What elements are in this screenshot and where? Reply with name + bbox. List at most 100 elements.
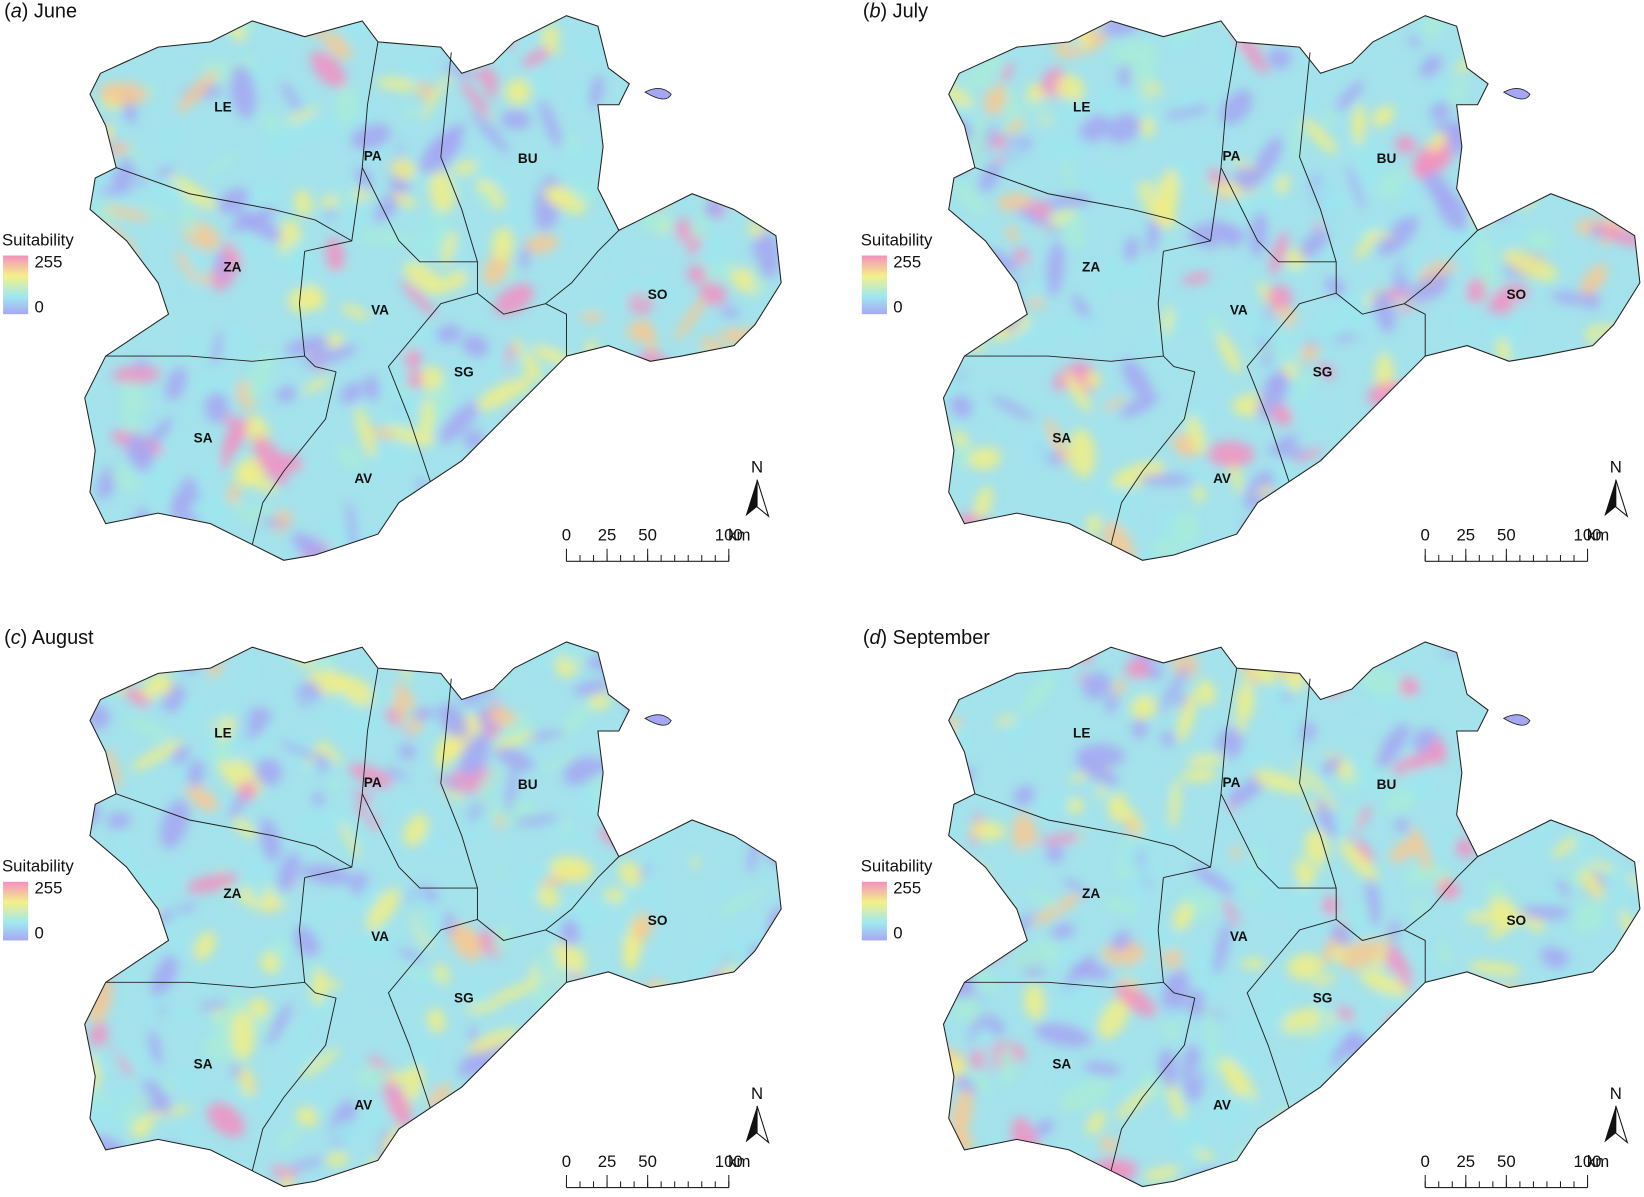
raster-patch <box>274 938 290 960</box>
raster-patch <box>125 716 173 742</box>
raster-patch <box>340 304 370 320</box>
raster-patch <box>302 641 331 654</box>
raster-patch <box>1373 933 1391 975</box>
legend-ramp <box>861 881 887 941</box>
north-arrow-half <box>756 479 770 518</box>
raster-patch <box>1615 1057 1629 1081</box>
raster-patch <box>1381 939 1413 990</box>
raster-patch <box>472 645 498 662</box>
province-border <box>361 793 478 889</box>
raster-patch <box>582 402 611 431</box>
raster-patch <box>1628 641 1640 651</box>
legend-title: Suitability <box>2 230 74 249</box>
island <box>644 88 672 100</box>
raster-patch <box>390 158 416 181</box>
raster-patch <box>279 740 324 762</box>
raster-patch <box>1429 1101 1471 1138</box>
raster-patch <box>541 25 560 44</box>
raster-patch <box>1529 1160 1550 1187</box>
raster-patch <box>585 1043 620 1074</box>
raster-patch <box>1526 501 1543 515</box>
raster-patch <box>247 349 274 402</box>
raster-patch <box>680 15 704 31</box>
raster-patch <box>1318 363 1335 380</box>
raster-patch <box>1206 441 1255 467</box>
raster-patch <box>1051 533 1069 553</box>
legend-min: 0 <box>34 924 43 943</box>
raster-patch <box>1462 145 1501 188</box>
raster-patch <box>392 527 407 561</box>
scale-label: 100 <box>1574 526 1602 545</box>
region-label: ZA <box>223 886 241 901</box>
raster-patch <box>404 53 429 81</box>
raster-patch <box>84 39 105 65</box>
raster-patch <box>633 15 658 44</box>
raster-patch <box>1227 785 1255 806</box>
raster-patch <box>752 202 770 222</box>
raster-patch <box>1176 691 1197 743</box>
raster-patch <box>736 163 765 198</box>
raster-patch <box>537 887 560 908</box>
raster-patch <box>1468 961 1522 976</box>
raster-patch <box>783 782 811 814</box>
raster-patch <box>778 472 811 524</box>
raster-patch <box>393 797 420 812</box>
raster-patch <box>1033 1119 1055 1137</box>
raster-patch <box>1573 900 1605 934</box>
raster-patch <box>165 367 187 401</box>
raster-patch <box>1491 673 1531 713</box>
raster-patch <box>1121 359 1152 399</box>
raster-patch <box>526 1118 546 1146</box>
raster-patch <box>148 1030 162 1066</box>
raster-patch <box>512 1161 539 1182</box>
raster-patch <box>715 888 765 917</box>
raster-patch <box>110 464 140 493</box>
raster-patch <box>608 468 625 502</box>
raster-patch <box>220 423 239 470</box>
raster-patch <box>1470 683 1494 696</box>
raster-patch <box>953 996 983 1024</box>
north-arrow-half <box>756 1105 770 1145</box>
raster-patch <box>991 396 1034 420</box>
raster-patch <box>1068 428 1096 478</box>
raster-patch <box>1120 393 1159 418</box>
raster-patch <box>749 726 779 779</box>
raster-patch <box>689 422 727 446</box>
title-part: b <box>869 1 880 23</box>
province-border <box>545 929 567 983</box>
raster-patch <box>555 412 577 433</box>
raster-patch <box>303 345 358 367</box>
raster-patch <box>354 1065 390 1087</box>
raster-patch <box>728 791 745 807</box>
raster-patch <box>1303 641 1328 655</box>
raster-patch <box>588 476 600 489</box>
raster-patch <box>311 967 327 1005</box>
raster-patch <box>227 711 249 764</box>
raster-patch <box>1243 744 1255 770</box>
raster-patch <box>1101 896 1139 915</box>
raster-patch <box>1623 313 1640 339</box>
raster-patch <box>606 1023 629 1064</box>
raster-patch <box>1046 844 1064 863</box>
raster-patch <box>686 439 714 455</box>
raster-patch <box>84 852 112 909</box>
panel-title: (c) August <box>4 627 94 649</box>
raster-patch <box>951 180 988 217</box>
raster-patch <box>1006 118 1024 135</box>
raster-patch <box>1031 96 1081 122</box>
raster-patch <box>943 62 953 85</box>
raster-patch <box>709 553 755 561</box>
raster-patch <box>686 264 707 284</box>
scale-label: 25 <box>598 526 617 545</box>
raster-patch <box>1355 479 1364 521</box>
raster-patch <box>731 48 775 71</box>
raster-patch <box>464 1002 501 1013</box>
raster-patch <box>775 149 782 166</box>
raster-patch <box>779 174 782 230</box>
raster-patch <box>1484 482 1505 522</box>
raster-patch <box>1101 482 1125 509</box>
raster-patch <box>335 690 366 724</box>
raster-patch <box>1045 418 1070 465</box>
raster-patch <box>581 898 610 933</box>
raster-patch <box>1173 902 1193 931</box>
